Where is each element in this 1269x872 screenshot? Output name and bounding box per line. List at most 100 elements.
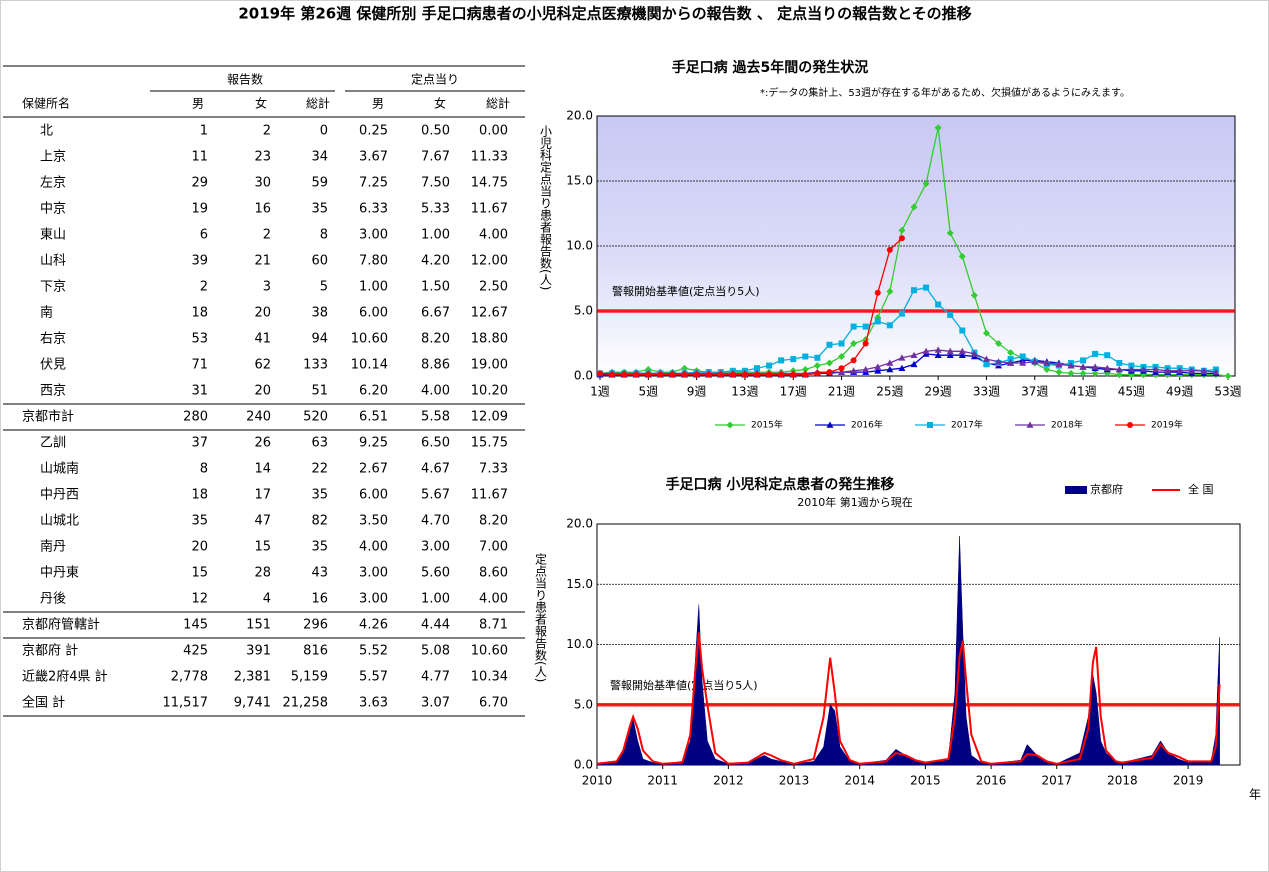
table-row-name: 乙訓 <box>40 435 66 451</box>
data-point <box>1164 367 1172 374</box>
table-cell: 2,381 <box>234 670 271 685</box>
data-point <box>886 359 894 366</box>
series-line <box>596 632 1221 765</box>
table-cell: 2.67 <box>359 462 388 477</box>
table-cell: 11.33 <box>471 150 508 165</box>
x-tick-label: 2013 <box>779 774 810 788</box>
data-point <box>1007 359 1015 366</box>
chart-annotation: *:データの集計上、53週が存在する年があるため、欠損値があるようにみえます。 <box>760 86 1130 99</box>
data-point <box>862 323 869 330</box>
table-cell: 2 <box>200 280 208 295</box>
table-cell: 4.00 <box>359 540 388 555</box>
table-cell: 3.00 <box>359 566 388 581</box>
table-cell: 4.26 <box>359 618 388 633</box>
table-cell: 4.77 <box>421 670 450 685</box>
table-cell: 391 <box>246 644 271 659</box>
x-tick-label: 49週 <box>1166 385 1193 399</box>
data-point <box>597 370 603 377</box>
legend-marker <box>1026 421 1034 428</box>
table-cell: 6.20 <box>359 384 388 399</box>
table-row-name: 右京 <box>40 332 66 347</box>
x-tick-label: 2014 <box>844 774 875 788</box>
data-point <box>947 311 954 318</box>
data-point <box>935 301 942 308</box>
table-cell: 63 <box>311 436 328 451</box>
table-cell: 21,258 <box>283 696 329 711</box>
table-cell: 2,778 <box>171 670 208 685</box>
table-row-name: 中京 <box>40 202 66 217</box>
table-cell: 8 <box>320 228 328 243</box>
data-point <box>825 359 833 367</box>
data-point <box>1212 368 1220 375</box>
table-cell: 8.20 <box>421 332 450 347</box>
data-point <box>1116 360 1123 366</box>
data-point <box>1019 353 1026 360</box>
legend-label: 2017年 <box>951 419 983 431</box>
table-column-header: 男 <box>372 97 384 111</box>
data-point <box>1139 366 1147 373</box>
data-point <box>923 284 930 291</box>
data-point <box>958 252 966 260</box>
table-cell: 1.00 <box>359 280 388 295</box>
table-column-header: 女 <box>434 96 446 111</box>
data-point <box>814 370 821 377</box>
data-point <box>874 289 881 296</box>
table-row-name: 山城南 <box>40 461 79 477</box>
table-cell: 19 <box>191 202 208 217</box>
data-point <box>1080 357 1087 364</box>
table-cell: 4.00 <box>421 384 450 399</box>
table-cell: 35 <box>311 202 328 217</box>
table-group-header: 報告数 <box>227 72 263 87</box>
data-point <box>838 340 845 347</box>
data-point <box>766 371 773 378</box>
table-row-name: 丹後 <box>40 592 66 607</box>
x-tick-label: 2011 <box>647 774 678 788</box>
table-cell: 133 <box>303 358 328 373</box>
table-cell: 7.80 <box>359 254 388 269</box>
table-cell: 8.20 <box>479 514 508 529</box>
x-tick-label: 2017 <box>1041 774 1072 788</box>
data-point <box>1103 364 1111 371</box>
y-tick-label: 5.0 <box>574 697 593 711</box>
table-cell: 71 <box>191 358 208 373</box>
data-point <box>886 322 893 329</box>
legend-marker <box>927 422 933 428</box>
data-point <box>1091 363 1099 370</box>
table-row-name: 上京 <box>40 150 66 165</box>
data-point <box>1079 369 1087 377</box>
table-cell: 5.58 <box>421 410 450 425</box>
table-column-header: 保健所名 <box>22 96 70 111</box>
table-row-name: 全国 計 <box>22 695 65 711</box>
data-point <box>922 180 930 188</box>
legend-marker <box>726 421 734 429</box>
table-cell: 4.70 <box>421 514 450 529</box>
table-cell: 520 <box>303 410 328 425</box>
table-cell: 8.60 <box>479 566 508 581</box>
table-cell: 12.09 <box>471 410 508 425</box>
data-point <box>1115 371 1123 379</box>
data-point <box>946 347 954 355</box>
data-point <box>850 323 857 330</box>
data-point <box>657 371 664 378</box>
table-cell: 30 <box>254 176 271 191</box>
data-point <box>1176 367 1184 374</box>
data-point <box>946 229 954 237</box>
page-title: 2019年 第26週 保健所別 手足口病患者の小児科定点医療機関からの報告数 、… <box>238 5 971 23</box>
table-cell: 31 <box>191 384 208 399</box>
x-tick-label: 9週 <box>687 385 707 399</box>
y-tick-label: 0.0 <box>574 758 593 772</box>
table-cell: 10.34 <box>471 670 508 685</box>
table-row-name: 東山 <box>40 227 66 243</box>
table-cell: 51 <box>311 384 328 399</box>
table-column-header: 男 <box>192 97 204 111</box>
table-cell: 4.00 <box>479 592 508 607</box>
x-tick-label: 37週 <box>1021 385 1048 399</box>
data-point <box>681 371 688 378</box>
y-axis-label: 定点当り患者報告数(人) <box>534 552 548 683</box>
table-cell: 6.51 <box>359 410 388 425</box>
data-point <box>1031 358 1039 365</box>
table-row-name: 京都府管轄計 <box>22 617 100 633</box>
table-cell: 12.00 <box>471 254 508 269</box>
table-cell: 16 <box>311 592 328 607</box>
table-cell: 7.33 <box>479 462 508 477</box>
